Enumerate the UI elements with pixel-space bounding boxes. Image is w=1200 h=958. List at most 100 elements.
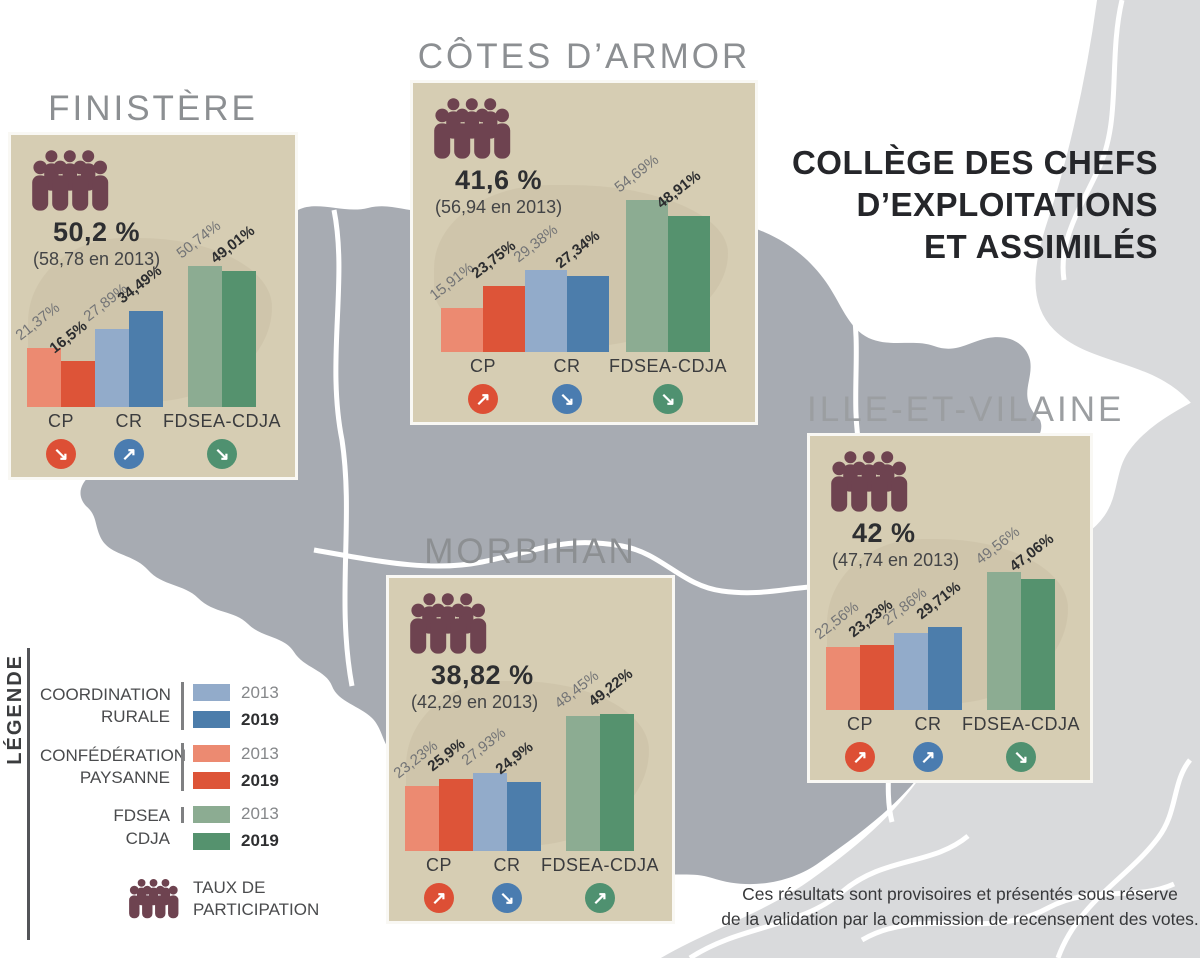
page-title-line: COLLÈGE DES CHEFS (791, 144, 1158, 181)
coast-squiggle-line (1060, 0, 1125, 281)
bar-2019: 48,91% (654, 167, 710, 352)
bar-2013: 27,86% (880, 584, 930, 710)
bar-chart: 23,23% 25,9% CP ↗ 27,93% 24,9% CR ↘ 48,4… (391, 665, 668, 913)
group-label: FDSEA-CDJA (962, 714, 1081, 734)
bar-chart: 15,91% 23,75% CP ↗ 29,38% 27,34% CR ↘ 54… (417, 151, 751, 414)
group-label: CR (553, 356, 581, 376)
bar-2019: 49,22% (586, 665, 636, 851)
disclaimer-line: Ces résultats sont provisoires et présen… (742, 884, 1178, 904)
trend-arrow-icon: ↗ (424, 883, 454, 913)
participation-rate: 38,82 % (431, 660, 534, 690)
year-label: 2019 (241, 831, 279, 850)
bar-group-cp: 22,56% 23,23% CP ↗ (812, 552, 896, 772)
group-label: CP (469, 356, 496, 376)
legend-heading: LÉGENDE (4, 654, 26, 765)
legend-entry-divider (181, 743, 184, 791)
swatch-fdsea-2019 (193, 832, 230, 850)
bar-value-2013: 15,91% (426, 259, 478, 304)
group-label: FDSEA-CDJA (163, 411, 282, 431)
participation-previous: (58,78 en 2013) (33, 249, 161, 269)
bar-value-2019: 48,91% (653, 167, 705, 212)
bar-2013: 27,89% (81, 280, 131, 407)
participation-rate: 41,6 % (455, 165, 543, 195)
bar-chart: 21,37% 16,5% CP ↘ 27,89% 34,49% CR ↗ 50,… (13, 217, 291, 469)
bar-2019: 16,5% (47, 317, 95, 407)
dept-border-finistere (331, 209, 355, 687)
swatch-cr-2013 (193, 684, 230, 701)
trend-arrow-icon: ↘ (653, 384, 683, 414)
participation-people-icon (429, 97, 513, 161)
bar-group-cp: 15,91% 23,75% CP ↗ (427, 194, 525, 414)
bar-2013: 54,69% (612, 151, 668, 352)
participation-block: 50,2 % (58,78 en 2013) (11, 135, 160, 270)
group-label: CR (115, 411, 143, 431)
bar-group-cr: 27,89% 34,49% CR ↗ (81, 249, 165, 469)
river-line (688, 834, 970, 958)
participation-people-icon (27, 149, 111, 213)
panel-cotes-darmor: 41,6 % (56,94 en 2013) 15,91% 23,75% CP … (410, 80, 758, 425)
dept-title-ille-et-vilaine: ILLE-ET-VILAINE (807, 390, 1125, 429)
bar-group-cr: 27,93% 24,9% CR ↘ (459, 693, 541, 913)
legend-entry-name: CDJA (125, 828, 170, 848)
year-label: 2013 (241, 682, 279, 702)
bar-2013: 22,56% (812, 598, 862, 710)
trend-arrow-icon: ↘ (552, 384, 582, 414)
page-title-line: D’EXPLOITATIONS (856, 185, 1158, 223)
participation-previous: (42,29 en 2013) (411, 692, 539, 712)
legend-divider-line (27, 648, 30, 940)
group-label: CR (914, 714, 942, 734)
bar-group-cp: 21,37% 16,5% CP ↘ (13, 249, 95, 469)
panel-ille-et-vilaine: 42 % (47,74 en 2013) 22,56% 23,23% CP ↗ … (807, 433, 1093, 783)
participation-rate: 42 % (852, 518, 916, 548)
swatch-fdsea-2013 (193, 805, 230, 823)
dept-morbihan: MORBIHAN 38,82 % (42,29 en 2013) 23,23% … (386, 529, 675, 924)
dept-title-morbihan: MORBIHAN (424, 532, 637, 571)
panel-morbihan: 38,82 % (42,29 en 2013) 23,23% 25,9% CP … (386, 575, 675, 924)
bar-group-fdsea: 49,56% 47,06% FDSEA-CDJA ↘ (962, 523, 1081, 772)
participation-block: 41,6 % (56,94 en 2013) (413, 83, 562, 218)
group-label: CP (47, 411, 74, 431)
page-title: COLLÈGE DES CHEFS D’EXPLOITATIONS ET ASS… (792, 142, 1158, 268)
dept-title-cotes-darmor: CÔTES D’ARMOR (417, 37, 751, 76)
year-label: 2013 (241, 743, 279, 763)
bar-2019: 34,49% (115, 262, 165, 407)
swatch-cp-2019 (193, 772, 230, 789)
legend-entry-name: PAYSANNE (79, 768, 170, 787)
bar-2013: 21,37% (13, 299, 63, 407)
bar-group-fdsea: 50,74% 49,01% FDSEA-CDJA ↘ (163, 217, 282, 469)
disclaimer-text: Ces résultats sont provisoires et présen… (660, 882, 1200, 933)
bar-group-cr: 27,86% 29,71% CR ↗ (880, 552, 964, 772)
swatch-cp-2013 (193, 745, 230, 762)
bar-2013: 50,74% (174, 217, 224, 407)
bar-2019: 49,01% (208, 222, 258, 407)
disclaimer-line: de la validation par la commission de re… (721, 909, 1199, 930)
legend-entry-name: FDSEA (113, 806, 170, 826)
region-border-line (652, 0, 1191, 958)
trend-arrow-icon: ↘ (1006, 742, 1036, 772)
dept-cotes-darmor: CÔTES D’ARMOR 41,6 % (56,94 en 2013) 15,… (410, 34, 758, 425)
year-label: 2019 (241, 709, 279, 729)
river-line (860, 881, 1176, 943)
legend-entry-divider (181, 682, 184, 730)
legend-entry-divider (181, 807, 184, 823)
swatch-cr-2019 (193, 711, 230, 728)
legend-entry-name: COORDINATION (40, 684, 171, 704)
bar-2013: 15,91% (427, 259, 483, 352)
dept-ille-et-vilaine: ILLE-ET-VILAINE 42 % (47,74 en 2013) 22,… (807, 387, 1125, 783)
trend-arrow-icon: ↘ (492, 883, 522, 913)
bar-2019: 23,75% (469, 237, 525, 352)
trend-arrow-icon: ↗ (585, 883, 615, 913)
bar-2019: 24,9% (493, 738, 541, 851)
page-title-line: ET ASSIMILÉS (924, 227, 1158, 265)
panel-finistere: 50,2 % (58,78 en 2013) 21,37% 16,5% CP ↘… (8, 132, 298, 480)
year-label: 2013 (241, 804, 279, 823)
bar-2019: 27,34% (553, 227, 609, 352)
bar-group-fdsea: 48,45% 49,22% FDSEA-CDJA ↗ (541, 665, 659, 913)
legend-entry-coordination-rurale: COORDINATION RURALE 2013 2019 (40, 682, 320, 730)
group-label: CP (425, 855, 452, 875)
bar-2019: 25,9% (425, 735, 473, 851)
participation-legend-label: PARTICIPATION (193, 900, 320, 920)
participation-legend-label: TAUX DE (193, 878, 266, 897)
dept-title-finistere: FINISTÈRE (48, 89, 258, 128)
legend-entry-name: CONFÉDÉRATION (40, 745, 187, 765)
